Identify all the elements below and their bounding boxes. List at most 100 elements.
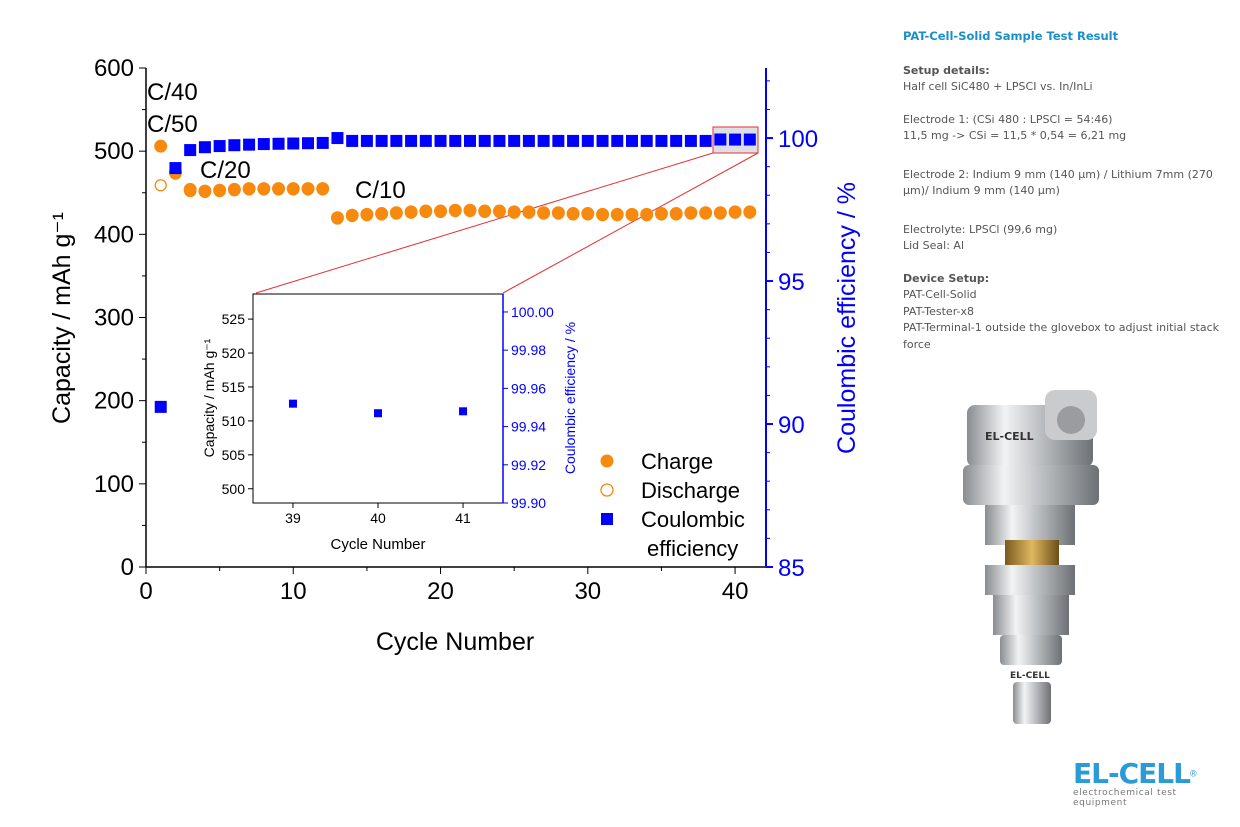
- device-heading: Device Setup:: [903, 271, 990, 285]
- charge-point: [699, 206, 713, 220]
- inset-y2-tick-label: 99.96: [511, 380, 546, 396]
- coulombic-point: [331, 132, 344, 145]
- coulombic-point: [198, 141, 211, 154]
- coulombic-point: [434, 134, 447, 147]
- y2-axis-label: Coulombic efficiency / %: [833, 182, 861, 454]
- inset-y-tick-label: 510: [222, 413, 246, 429]
- coulombic-point: [169, 162, 182, 175]
- charge-point: [478, 204, 492, 218]
- inset-y-tick-label: 500: [222, 481, 246, 497]
- coulombic-point: [699, 134, 712, 147]
- inset-coulombic-point: [288, 399, 297, 408]
- panel-title: PAT-Cell-Solid Sample Test Result: [903, 29, 1119, 43]
- charge-point: [389, 206, 403, 220]
- coulombic-point: [508, 134, 521, 147]
- setup-heading: Setup details:: [903, 63, 990, 77]
- inset-y2-tick-label: 99.98: [511, 342, 546, 358]
- coulombic-point: [449, 134, 462, 147]
- coulombic-point: [287, 137, 300, 150]
- charge-point: [596, 207, 610, 221]
- rate-annotation: C/50: [147, 111, 198, 138]
- test-result-panel: PAT-Cell-Solid Sample Test Result Setup …: [903, 28, 1223, 369]
- coulombic-point: [522, 134, 535, 147]
- lid-seal: Lid Seal: Al: [903, 239, 964, 252]
- charge-point: [183, 182, 197, 196]
- charge-point: [286, 182, 300, 196]
- charge-point: [316, 182, 330, 196]
- coulombic-point: [346, 134, 359, 147]
- coulombic-point: [596, 134, 609, 147]
- coulombic-point: [154, 400, 167, 413]
- coulombic-point: [375, 134, 388, 147]
- y2-tick-label: 85: [778, 555, 805, 582]
- coulombic-point: [640, 134, 653, 147]
- legend-charge-label: Charge: [641, 449, 713, 474]
- inset-plot: 39 40 41 500 505 510 515 520 525 99.90 99.92 99.94 9…: [201, 293, 578, 553]
- x-tick-label: 20: [427, 578, 454, 605]
- device-item: PAT-Cell-Solid: [903, 288, 977, 301]
- device-label: EL-CELL: [985, 430, 1034, 443]
- electrode1-line1: Electrode 1: (CSi 480 : LPSCl = 54:46): [903, 112, 1113, 126]
- charge-point: [522, 205, 536, 219]
- y2-tick-label: 90: [778, 412, 805, 439]
- legend-coulombic-marker: [601, 513, 613, 525]
- coulombic-point: [714, 133, 727, 146]
- coulombic-point: [257, 138, 270, 151]
- inset-y-tick-label: 525: [222, 311, 246, 327]
- charge-point: [198, 184, 212, 198]
- inset-y-tick-label: 520: [222, 345, 246, 361]
- charge-point: [492, 204, 506, 218]
- y-tick-label: 600: [94, 55, 134, 82]
- coulombic-point: [552, 134, 565, 147]
- inset-y-tick-label: 515: [222, 379, 246, 395]
- charge-point: [257, 182, 271, 196]
- legend-charge-marker: [600, 454, 614, 468]
- charge-point: [728, 205, 742, 219]
- logo-tagline: electrochemical test equipment: [1073, 788, 1177, 808]
- legend-coulombic-label: Coulombic: [641, 507, 745, 532]
- coulombic-point: [729, 133, 742, 146]
- charge-point: [227, 182, 241, 196]
- charge-point: [669, 207, 683, 221]
- charge-point: [743, 205, 757, 219]
- charge-point: [154, 139, 168, 153]
- x-tick-label: 0: [139, 578, 152, 605]
- inset-x-axis-label: Cycle Number: [330, 536, 425, 553]
- logo-word: EL-CELL: [1073, 757, 1191, 790]
- device-label: EL-CELL: [1010, 671, 1050, 681]
- charge-point: [434, 204, 448, 218]
- legend-coulombic-label-2: efficiency: [647, 536, 738, 561]
- charge-point: [242, 182, 256, 196]
- coulombic-point: [360, 134, 373, 147]
- setup-line: Half cell SiC480 + LPSCI vs. In/InLi: [903, 80, 1093, 93]
- charge-point: [375, 207, 389, 221]
- y-tick-label: 0: [121, 554, 134, 581]
- coulombic-point: [625, 134, 638, 147]
- electrode1-line2: 11,5 mg -> CSi = 11,5 * 0,54 = 6,21 mg: [903, 129, 1127, 142]
- legend-discharge-marker: [600, 483, 614, 497]
- coulombic-point: [743, 133, 756, 146]
- zoom-line: [255, 152, 714, 294]
- y-tick-label: 400: [94, 221, 134, 248]
- coulombic-point: [184, 144, 197, 157]
- charge-point: [610, 207, 624, 221]
- inset-y2-tick-label: 100.00: [511, 304, 554, 320]
- inset-y-tick-label: 505: [222, 447, 246, 463]
- coulombic-point: [537, 134, 550, 147]
- y2-tick-label: 100: [778, 126, 818, 153]
- charge-point: [684, 206, 698, 220]
- y2-tick-label: 95: [778, 269, 805, 296]
- charge-point: [448, 203, 462, 217]
- coulombic-point: [684, 134, 697, 147]
- discharge-point: [154, 179, 167, 192]
- x-tick-label: 40: [722, 578, 749, 605]
- charge-point: [213, 183, 227, 197]
- rate-annotation: C/10: [355, 177, 406, 204]
- charge-point: [463, 203, 477, 217]
- y-tick-label: 300: [94, 305, 134, 332]
- inset-frame: [252, 293, 504, 504]
- inset-coulombic-point: [374, 409, 382, 418]
- coulombic-point: [670, 134, 683, 147]
- y-tick-label: 200: [94, 388, 134, 415]
- charge-point: [713, 206, 727, 220]
